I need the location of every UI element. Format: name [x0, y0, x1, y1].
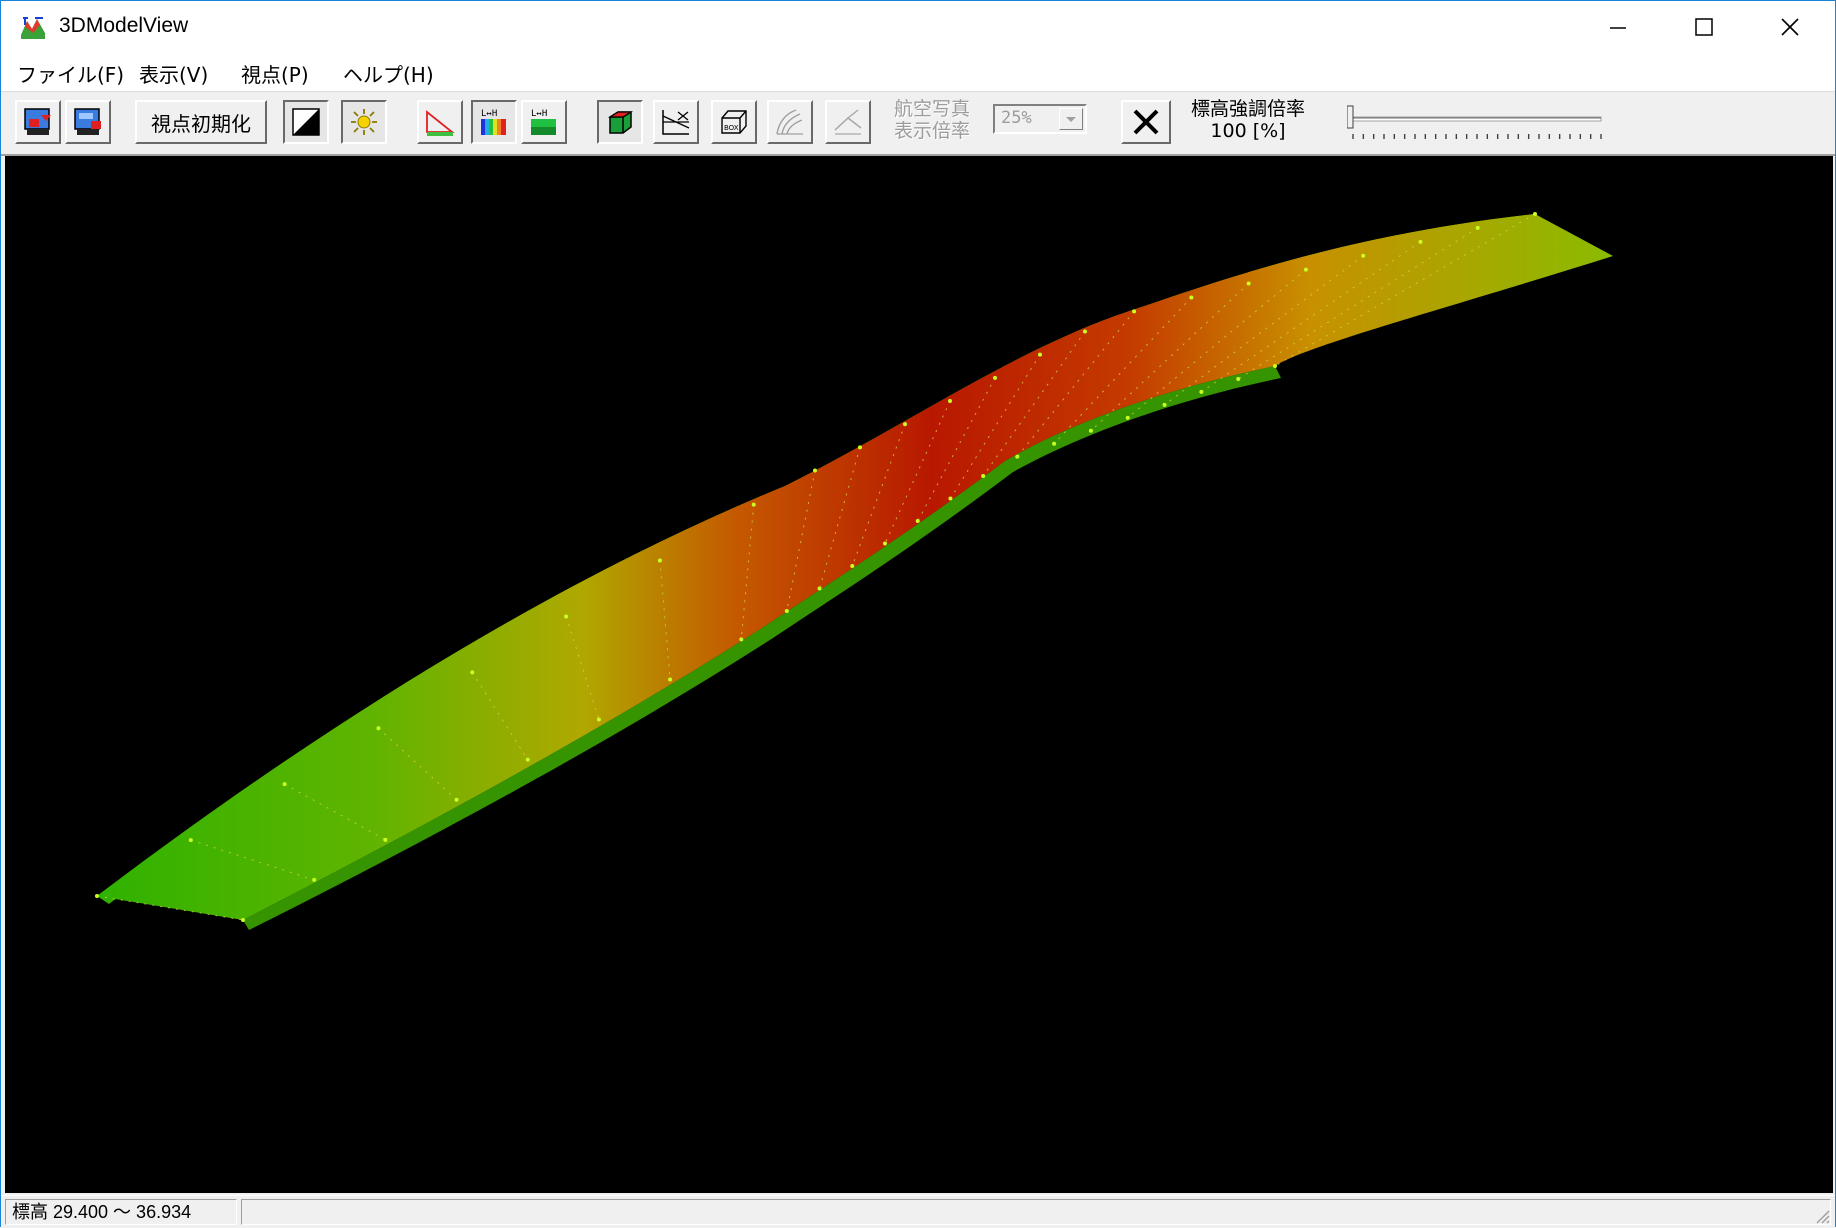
slider-thumb[interactable]: [1346, 105, 1354, 129]
window-title: 3DModelView: [59, 14, 189, 37]
terrain-surface: [97, 214, 1613, 920]
menu-viewpoint[interactable]: 視点(P): [241, 63, 309, 87]
aerial-photo-button: [825, 100, 871, 144]
aerial-zoom-label: 航空写真 表示倍率: [894, 98, 971, 142]
elevation-emphasis-label: 標高強調倍率 100 [%]: [1191, 98, 1306, 142]
svg-text:BOX: BOX: [724, 124, 739, 132]
minimize-button[interactable]: [1575, 1, 1661, 53]
color-scale-icon: L↔H: [481, 109, 506, 135]
box-view-button[interactable]: BOX: [711, 100, 757, 144]
svg-text:L↔H: L↔H: [531, 109, 547, 119]
svg-text:L↔H: L↔H: [481, 109, 497, 119]
x-icon: [1133, 109, 1159, 135]
toolbar: 視点初期化 L↔H: [1, 92, 1835, 156]
save-file-button[interactable]: [65, 100, 111, 144]
sun-icon: [351, 109, 377, 135]
contour-icon: [776, 109, 803, 135]
terrain-lower-edge: [243, 366, 1281, 930]
open-file-icon: [24, 108, 51, 135]
cross-section-icon: [662, 110, 690, 135]
green-scale-icon: L↔H: [531, 109, 556, 135]
elevation-range-status: 標高 29.400 ～ 36.934: [5, 1199, 237, 1225]
green-scale-button[interactable]: L↔H: [521, 100, 567, 144]
3d-viewport[interactable]: [5, 156, 1833, 1193]
box-icon: BOX: [721, 110, 747, 134]
dropdown-arrow: [1059, 108, 1083, 130]
terrain-model-render: [95, 212, 1613, 930]
elevation-emphasis-slider[interactable]: [1346, 102, 1607, 144]
reset-view-label: 視点初期化: [151, 111, 251, 136]
chevron-down-icon: [1066, 117, 1076, 122]
solid-model-button[interactable]: [597, 100, 643, 144]
reset-view-button[interactable]: 視点初期化: [135, 100, 267, 144]
close-button[interactable]: [1747, 1, 1833, 53]
aerial-zoom-select: 25%: [993, 104, 1087, 134]
title-bar: 3DModelView: [1, 1, 1835, 53]
maximize-button[interactable]: [1661, 1, 1747, 53]
slope-icon: [426, 110, 455, 136]
reset-emphasis-button[interactable]: [1121, 100, 1171, 144]
resize-grip-icon[interactable]: [1811, 1205, 1831, 1225]
shading-toggle-button[interactable]: [283, 100, 329, 144]
menu-view[interactable]: 表示(V): [139, 63, 209, 87]
cross-section-button[interactable]: [653, 100, 699, 144]
menu-file[interactable]: ファイル(F): [17, 63, 125, 87]
status-bar: 標高 29.400 ～ 36.934: [1, 1195, 1835, 1228]
aerial-photo-icon: [834, 109, 862, 135]
lighting-toggle-button[interactable]: [341, 100, 387, 144]
aerial-zoom-value: 25%: [1001, 108, 1032, 128]
save-file-icon: [74, 108, 101, 135]
open-file-button[interactable]: [15, 100, 61, 144]
contour-button: [767, 100, 813, 144]
minimize-icon: [1610, 27, 1626, 29]
slope-display-button[interactable]: [417, 100, 463, 144]
status-pane-empty: [241, 1199, 1831, 1225]
app-icon: [20, 16, 46, 40]
close-icon: [1781, 18, 1799, 36]
cube-icon: [607, 111, 634, 134]
maximize-icon: [1695, 18, 1713, 36]
menu-bar: ファイル(F) 表示(V) 視点(P) ヘルプ(H): [1, 53, 1835, 92]
menu-help[interactable]: ヘルプ(H): [343, 63, 434, 87]
shading-icon: [292, 108, 320, 136]
elevation-color-button[interactable]: L↔H: [471, 100, 517, 144]
